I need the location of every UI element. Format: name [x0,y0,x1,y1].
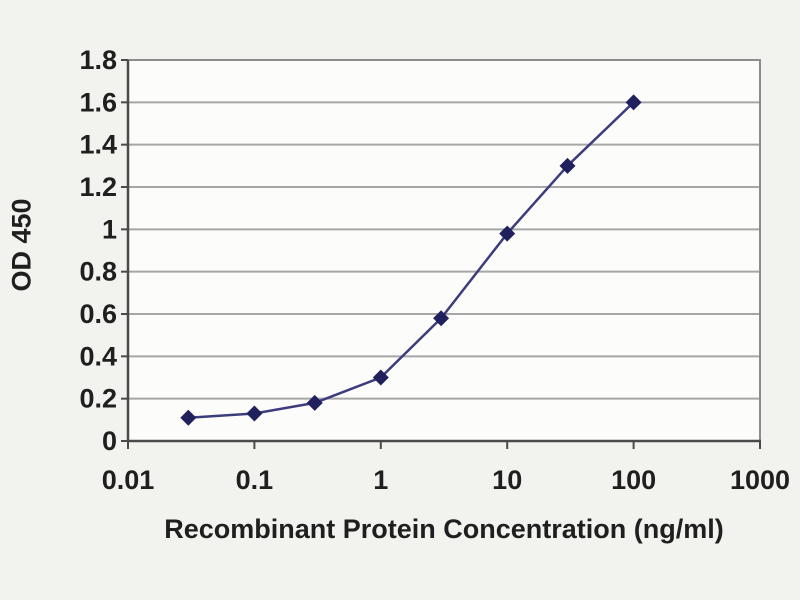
series-line [188,101,635,419]
y-tick-label: 1 [102,214,117,244]
y-tick-label: 1.6 [79,87,117,117]
data-point-marker [625,94,642,111]
x-axis-title: Recombinant Protein Concentration (ng/ml… [164,514,724,544]
x-tick-label: 10 [492,465,522,495]
data-point-marker [306,394,323,411]
x-tick-label: 1000 [730,465,790,495]
data-point-marker [372,369,389,386]
data-point-marker [433,310,450,327]
y-tick-label: 0.6 [79,299,117,329]
x-tick-label: 1 [373,465,388,495]
x-tick-label: 0.01 [102,465,155,495]
y-tick-label: 0.4 [79,341,117,371]
y-tick-label: 0.2 [79,384,117,414]
y-axis-title: OD 450 [6,198,37,292]
plot-background [128,60,760,441]
y-tick-label: 1.8 [79,45,117,75]
data-point-marker [559,157,576,174]
x-tick-label: 0.1 [236,465,274,495]
data-point-marker [180,409,197,426]
y-tick-label: 1.4 [79,130,117,160]
data-point-marker [246,405,263,422]
y-tick-label: 0.8 [79,257,117,287]
y-tick-label: 0 [102,426,117,456]
y-tick-label: 1.2 [79,172,117,202]
data-point-marker [499,225,516,242]
x-tick-label: 100 [611,465,656,495]
